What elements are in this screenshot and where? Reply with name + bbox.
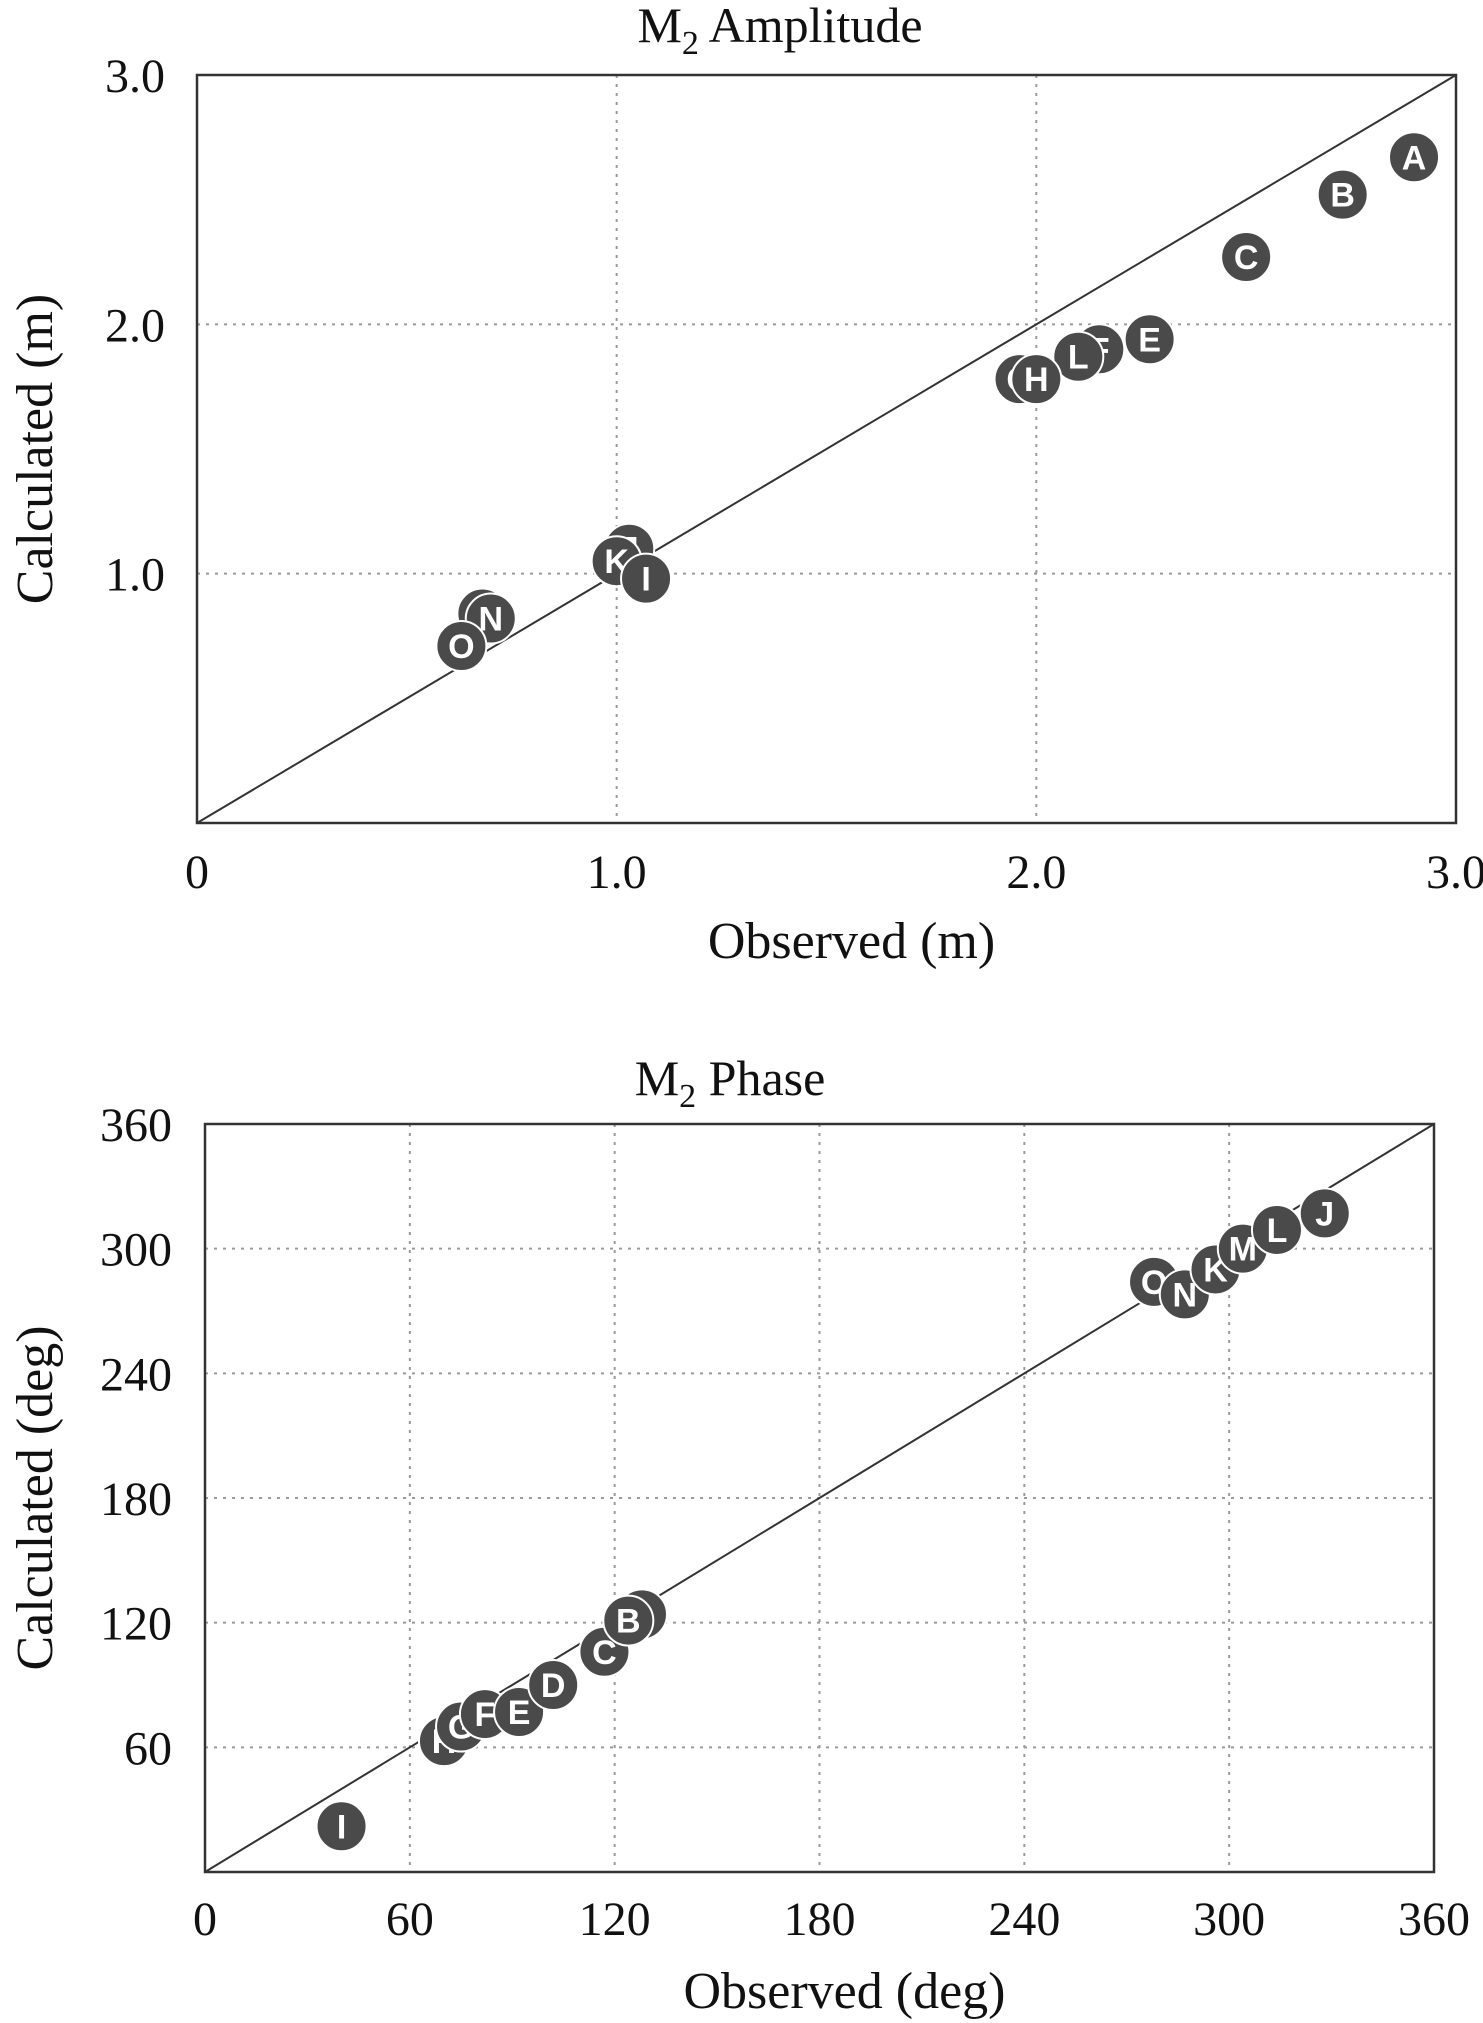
point-marker bbox=[493, 1686, 546, 1739]
x-tick-label: 360 bbox=[1398, 1893, 1470, 1946]
point-marker bbox=[435, 619, 488, 672]
point-marker bbox=[1052, 330, 1105, 383]
x-axis-label: Observed (m) bbox=[708, 913, 995, 970]
title-suffix: Phase bbox=[696, 1050, 825, 1106]
y-tick-label: 2.0 bbox=[105, 299, 165, 352]
data-point-L: L bbox=[1052, 330, 1105, 383]
x-tick-label: 0 bbox=[185, 846, 209, 899]
point-label: I bbox=[641, 561, 650, 599]
point-marker bbox=[1123, 313, 1176, 366]
data-point-C: C bbox=[1220, 231, 1273, 284]
point-label: B bbox=[1330, 177, 1355, 215]
title-suffix: Amplitude bbox=[699, 0, 923, 53]
point-marker bbox=[1250, 1203, 1303, 1256]
point-label: J bbox=[1315, 1195, 1334, 1233]
data-point-H: H bbox=[1010, 353, 1063, 406]
point-label: A bbox=[1402, 139, 1427, 177]
point-marker bbox=[1220, 231, 1273, 284]
chart-1: 0 1.0 2.0 3.0 1.0 2.0 3.0 M2 Amplitude Observed … bbox=[7, 0, 1483, 970]
point-marker bbox=[1316, 168, 1369, 221]
point-label: D bbox=[541, 1667, 566, 1705]
data-point-J: J bbox=[1298, 1187, 1351, 1240]
x-tick-label: 240 bbox=[988, 1893, 1060, 1946]
point-marker bbox=[620, 552, 673, 605]
chart-title: M2 Amplitude bbox=[637, 0, 922, 62]
title-main: M bbox=[635, 1050, 679, 1106]
data-point-I: I bbox=[620, 552, 673, 605]
plot-frame bbox=[195, 73, 1458, 825]
y-axis-label: Calculated (deg) bbox=[7, 1325, 64, 1670]
data-point-I: I bbox=[315, 1800, 368, 1853]
point-label: I bbox=[337, 1808, 346, 1846]
point-marker bbox=[527, 1659, 580, 1711]
data-point-D: D bbox=[527, 1659, 580, 1711]
y-tick-label: 3.0 bbox=[105, 50, 165, 103]
data-point-B: B bbox=[1316, 168, 1369, 221]
y-tick-label: 1.0 bbox=[105, 549, 165, 602]
y-tick-label: 180 bbox=[100, 1473, 172, 1526]
point-label: H bbox=[1024, 361, 1049, 399]
data-point-E: E bbox=[1123, 313, 1176, 366]
x-tick-label: 120 bbox=[579, 1893, 651, 1946]
y-tick-label: 360 bbox=[100, 1099, 172, 1152]
x-tick-label: 0 bbox=[193, 1893, 217, 1946]
x-tick-label: 300 bbox=[1193, 1893, 1265, 1946]
y-tick-label: 120 bbox=[100, 1598, 172, 1651]
x-tick-label: 3.0 bbox=[1426, 846, 1483, 899]
point-label: F bbox=[475, 1696, 496, 1734]
point-label: O bbox=[448, 628, 474, 666]
point-marker bbox=[1010, 353, 1063, 406]
point-label: C bbox=[1234, 239, 1259, 277]
y-tick-label: 240 bbox=[100, 1348, 172, 1401]
title-main: M bbox=[637, 0, 681, 53]
data-point-L: L bbox=[1250, 1203, 1303, 1256]
point-label: E bbox=[1138, 321, 1161, 359]
y-axis-label: Calculated (m) bbox=[7, 294, 64, 604]
data-point-O: O bbox=[435, 619, 488, 672]
x-tick-label: 180 bbox=[784, 1893, 856, 1946]
data-point-A: A bbox=[1388, 131, 1441, 184]
x-tick-label: 2.0 bbox=[1006, 846, 1066, 899]
point-marker bbox=[1388, 131, 1441, 184]
point-label: E bbox=[508, 1694, 531, 1732]
chart-title: M2 Phase bbox=[635, 1050, 826, 1115]
point-label: L bbox=[1068, 339, 1089, 377]
reference-line bbox=[196, 74, 1457, 824]
point-marker bbox=[602, 1594, 655, 1647]
chart-2: 0 60 120 180 240 300 360 60 120 180 240 300 360 M2 Ph… bbox=[7, 1050, 1470, 2020]
y-tick-label: 60 bbox=[124, 1722, 172, 1775]
point-marker bbox=[1298, 1187, 1351, 1240]
point-marker bbox=[315, 1800, 368, 1853]
point-label: B bbox=[616, 1603, 641, 1641]
y-tick-label: 300 bbox=[100, 1224, 172, 1277]
title-subscript: 2 bbox=[679, 1078, 696, 1115]
point-label: L bbox=[1267, 1212, 1288, 1250]
x-axis-label: Observed (deg) bbox=[684, 1963, 1006, 2020]
x-tick-label: 1.0 bbox=[587, 846, 647, 899]
data-point-E: E bbox=[493, 1686, 546, 1739]
title-subscript: 2 bbox=[682, 25, 699, 62]
plot-frame bbox=[203, 1122, 1436, 1874]
x-tick-label: 60 bbox=[386, 1893, 434, 1946]
point-label: N bbox=[1173, 1276, 1198, 1314]
data-point-B: B bbox=[602, 1594, 655, 1647]
